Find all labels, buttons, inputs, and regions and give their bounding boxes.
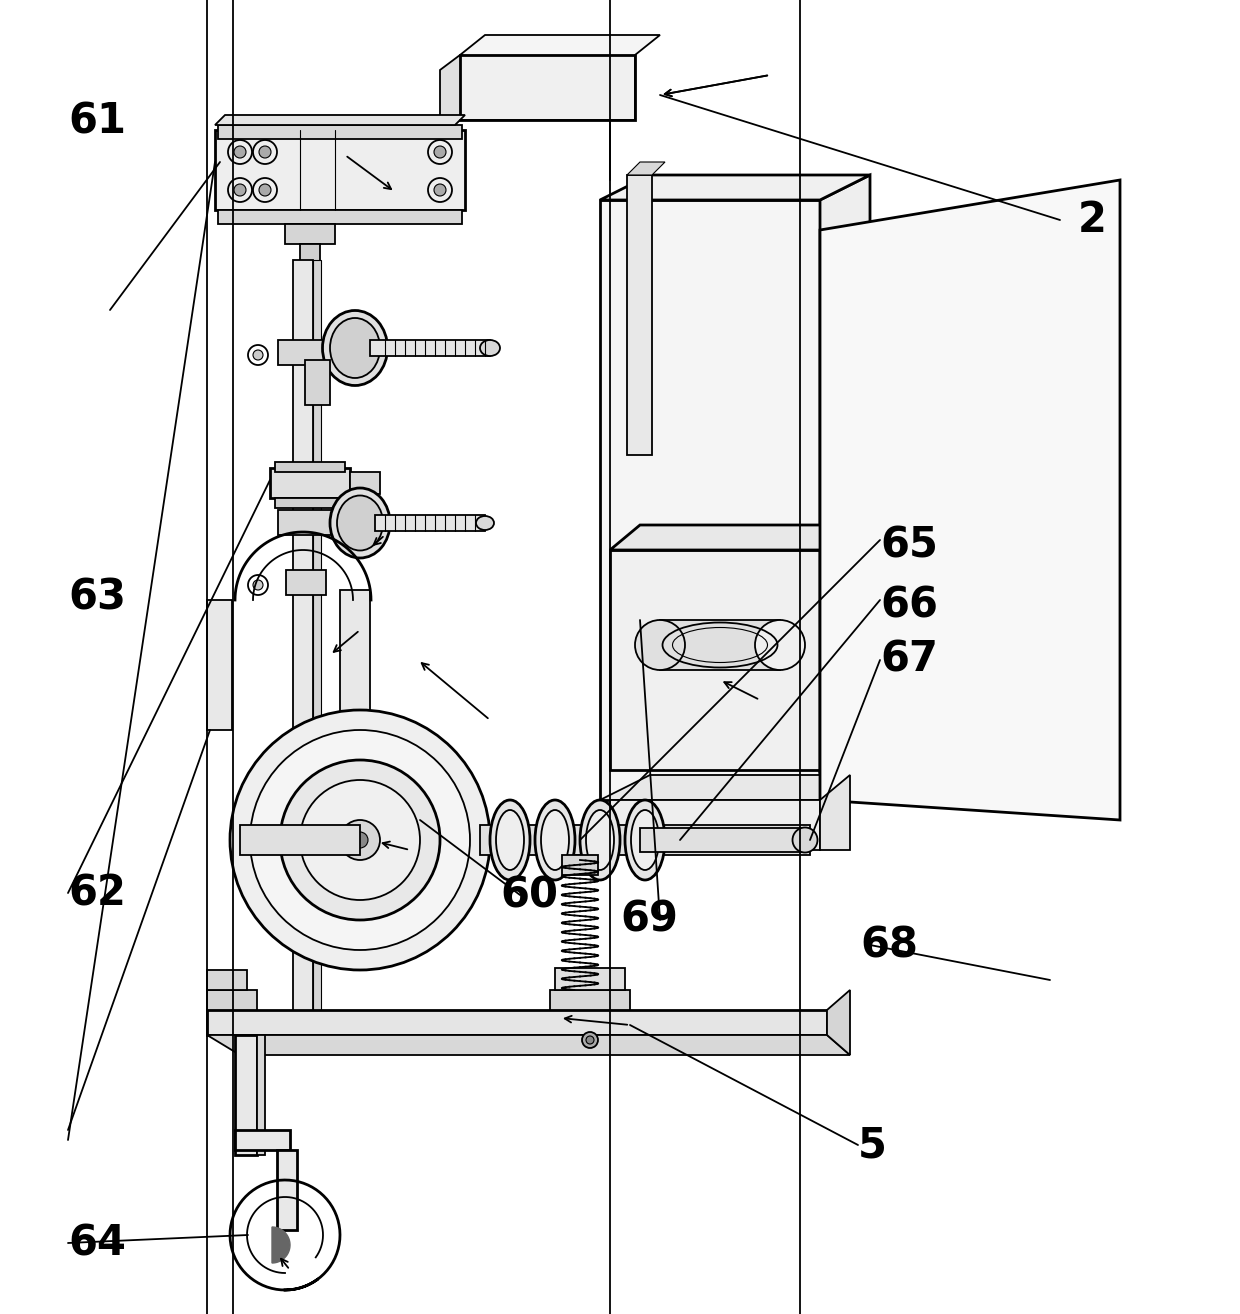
Circle shape (300, 781, 420, 900)
Bar (551, 989, 630, 1010)
Ellipse shape (322, 310, 387, 385)
Ellipse shape (755, 620, 805, 670)
Bar (312, 260, 321, 1039)
Circle shape (352, 832, 368, 848)
Bar (300, 244, 320, 261)
Circle shape (280, 759, 440, 920)
Bar (640, 828, 805, 851)
Bar (275, 463, 345, 472)
Ellipse shape (480, 340, 500, 356)
Bar (293, 260, 312, 1039)
Bar (207, 1010, 827, 1035)
Bar (660, 620, 780, 670)
Text: 5: 5 (858, 1123, 887, 1166)
Bar (350, 472, 379, 494)
Ellipse shape (534, 800, 575, 880)
Bar (340, 590, 370, 740)
Ellipse shape (541, 809, 569, 870)
Bar (610, 551, 820, 770)
Circle shape (259, 146, 272, 158)
Bar (562, 855, 598, 875)
Circle shape (234, 184, 246, 196)
Ellipse shape (490, 800, 529, 880)
Ellipse shape (580, 800, 620, 880)
Bar (207, 600, 232, 731)
Bar (480, 825, 810, 855)
Text: 2: 2 (1078, 198, 1107, 240)
Polygon shape (610, 526, 849, 551)
Polygon shape (610, 800, 820, 850)
Circle shape (434, 146, 446, 158)
Bar (270, 468, 350, 498)
Ellipse shape (337, 495, 383, 551)
Text: 66: 66 (880, 583, 937, 625)
Polygon shape (820, 775, 849, 850)
Polygon shape (215, 116, 465, 125)
Circle shape (340, 820, 379, 859)
Bar (460, 55, 635, 120)
Text: 64: 64 (68, 1222, 126, 1264)
Polygon shape (600, 775, 870, 800)
Bar (275, 498, 345, 509)
Bar (236, 1130, 290, 1150)
Polygon shape (440, 55, 460, 135)
Bar (241, 825, 360, 855)
Bar (207, 970, 247, 989)
Bar (556, 968, 625, 989)
Text: 65: 65 (880, 524, 937, 566)
Ellipse shape (587, 809, 614, 870)
Polygon shape (820, 175, 870, 800)
Polygon shape (820, 526, 849, 770)
Bar (305, 360, 330, 405)
Bar (285, 223, 335, 244)
Ellipse shape (476, 516, 494, 530)
Polygon shape (627, 162, 665, 175)
Bar (562, 989, 598, 1010)
Circle shape (253, 350, 263, 360)
Circle shape (253, 579, 263, 590)
Ellipse shape (631, 809, 658, 870)
Bar (215, 130, 465, 210)
Bar (370, 340, 490, 356)
Text: 61: 61 (68, 100, 126, 142)
Bar (600, 200, 820, 800)
Text: 67: 67 (880, 639, 937, 681)
Bar (207, 989, 257, 1010)
Text: 60: 60 (500, 874, 558, 916)
Bar (236, 1035, 257, 1155)
Polygon shape (600, 175, 870, 200)
Circle shape (229, 710, 490, 970)
Polygon shape (827, 989, 849, 1055)
Ellipse shape (330, 487, 391, 558)
Polygon shape (820, 180, 1120, 820)
Bar (218, 210, 463, 223)
Circle shape (434, 184, 446, 196)
Text: 69: 69 (620, 899, 678, 941)
Ellipse shape (625, 800, 665, 880)
Circle shape (234, 146, 246, 158)
Circle shape (250, 731, 470, 950)
Ellipse shape (792, 828, 817, 853)
Bar (374, 515, 485, 531)
Bar (627, 175, 652, 455)
Text: 68: 68 (861, 924, 918, 966)
Ellipse shape (635, 620, 684, 670)
Ellipse shape (496, 809, 525, 870)
Bar (257, 1035, 265, 1155)
Bar (286, 570, 326, 595)
Bar (278, 340, 334, 365)
Bar (277, 1150, 298, 1230)
Bar (278, 510, 334, 535)
Circle shape (587, 1035, 594, 1045)
Bar (218, 125, 463, 139)
Polygon shape (272, 1227, 290, 1263)
Polygon shape (460, 35, 660, 55)
Ellipse shape (330, 318, 379, 378)
Text: 63: 63 (68, 576, 126, 618)
Polygon shape (207, 1035, 849, 1055)
Text: 62: 62 (68, 872, 126, 915)
Circle shape (259, 184, 272, 196)
Circle shape (582, 1031, 598, 1049)
